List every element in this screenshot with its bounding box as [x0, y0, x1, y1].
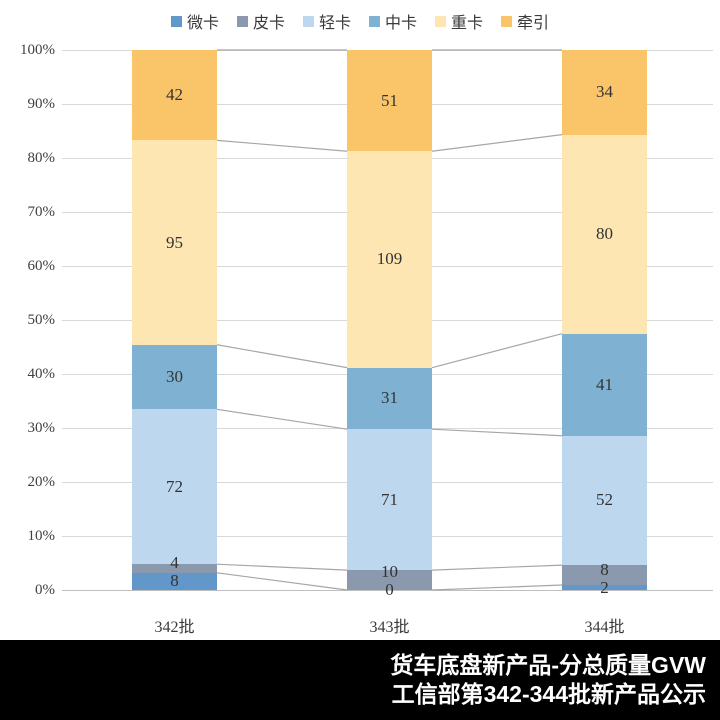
bar-segment-中卡 [347, 367, 432, 430]
x-axis-category-label: 342批 [154, 619, 195, 636]
bar-segment-轻卡 [132, 409, 217, 565]
x-axis-line [62, 590, 713, 591]
bar-segment-中卡 [562, 333, 647, 436]
legend-swatch-icon [170, 15, 182, 27]
x-axis-category-label: 344批 [584, 619, 625, 636]
series-line-皮卡 [431, 564, 563, 571]
data-label: 41 [596, 374, 613, 394]
bar-segment-微卡 [132, 572, 217, 590]
series-line-中卡 [431, 333, 563, 369]
data-label: 34 [596, 82, 613, 102]
y-axis-tick-label: 70% [27, 204, 56, 220]
bar-segment-重卡 [347, 151, 432, 368]
footer-caption: 货车底盘新产品-分总质量GVW 工信部第342-344批新产品公示 [0, 640, 720, 720]
data-label: 31 [381, 388, 398, 408]
chart-legend: 微卡 皮卡 轻卡 中卡 重卡 牵引 [0, 8, 720, 34]
legend-swatch-icon [302, 15, 314, 27]
y-axis-tick-label: 10% [27, 528, 56, 544]
data-label: 10 [381, 562, 398, 581]
x-axis-category-label: 343批 [369, 619, 410, 636]
legend-swatch-icon [369, 15, 380, 27]
y-axis-tick-label: 30% [27, 420, 56, 436]
legend-label: 重卡 [451, 15, 484, 32]
legend-label: 牵引 [517, 15, 550, 32]
legend-item-中卡: 中卡 [369, 9, 417, 33]
legend-item-微卡: 微卡 [170, 9, 219, 33]
data-label: 95 [166, 232, 183, 252]
legend-item-牵引: 牵引 [501, 9, 549, 33]
y-axis-tick-label: 40% [27, 366, 56, 382]
y-axis-tick-label: 50% [27, 312, 56, 328]
legend-item-重卡: 重卡 [435, 9, 483, 33]
legend-label: 皮卡 [252, 15, 285, 32]
legend-label: 微卡 [186, 15, 219, 32]
bar-segment-重卡 [562, 134, 647, 334]
bar-segment-重卡 [132, 140, 217, 345]
bar-segment-皮卡 [132, 564, 217, 573]
data-label: 8 [600, 559, 609, 579]
bar-segment-牵引 [347, 50, 432, 152]
footer-title: 货车底盘新产品-分总质量GVW [390, 652, 706, 678]
data-label: 30 [166, 367, 183, 386]
bar-segment-轻卡 [347, 429, 432, 571]
bar-segment-中卡 [132, 344, 217, 410]
series-line-重卡 [216, 139, 348, 152]
y-axis-tick-label: 60% [27, 258, 56, 274]
y-axis-tick-label: 100% [20, 42, 55, 58]
legend-swatch-icon [435, 15, 447, 27]
data-label: 71 [381, 489, 398, 509]
y-axis-tick-label: 90% [27, 96, 56, 112]
bar-segment-牵引 [562, 50, 647, 135]
data-label: 8 [170, 571, 179, 591]
series-line-轻卡 [431, 428, 563, 437]
legend-label: 中卡 [385, 15, 418, 32]
bar-segment-皮卡 [347, 570, 432, 590]
legend-label: 轻卡 [318, 15, 351, 32]
y-axis-tick-label: 0% [35, 582, 55, 598]
footer-subtitle: 工信部第342-344批新产品公示 [391, 681, 706, 707]
data-label: 0 [385, 580, 394, 599]
series-line-轻卡 [216, 408, 348, 430]
data-label: 51 [381, 90, 398, 110]
legend-swatch-icon [501, 15, 513, 27]
data-label: 80 [596, 224, 613, 244]
y-axis-tick-label: 80% [27, 150, 56, 166]
series-line-皮卡 [216, 563, 348, 571]
bar-segment-皮卡 [562, 565, 647, 585]
data-label: 109 [376, 249, 403, 269]
bar-segment-牵引 [132, 50, 217, 141]
data-label: 42 [166, 85, 183, 105]
series-line-微卡 [216, 572, 348, 591]
bar-segment-轻卡 [562, 435, 647, 566]
data-label: 72 [166, 476, 183, 496]
series-line-中卡 [216, 344, 348, 369]
data-label: 4 [170, 553, 179, 573]
data-label: 52 [596, 490, 613, 510]
legend-swatch-icon [236, 15, 248, 27]
legend-item-轻卡: 轻卡 [302, 9, 351, 33]
series-line-重卡 [431, 134, 563, 152]
bar-segment-微卡 [562, 585, 647, 590]
data-label: 2 [600, 577, 609, 597]
y-axis-tick-label: 20% [27, 474, 56, 490]
legend-item-皮卡: 皮卡 [236, 9, 285, 33]
